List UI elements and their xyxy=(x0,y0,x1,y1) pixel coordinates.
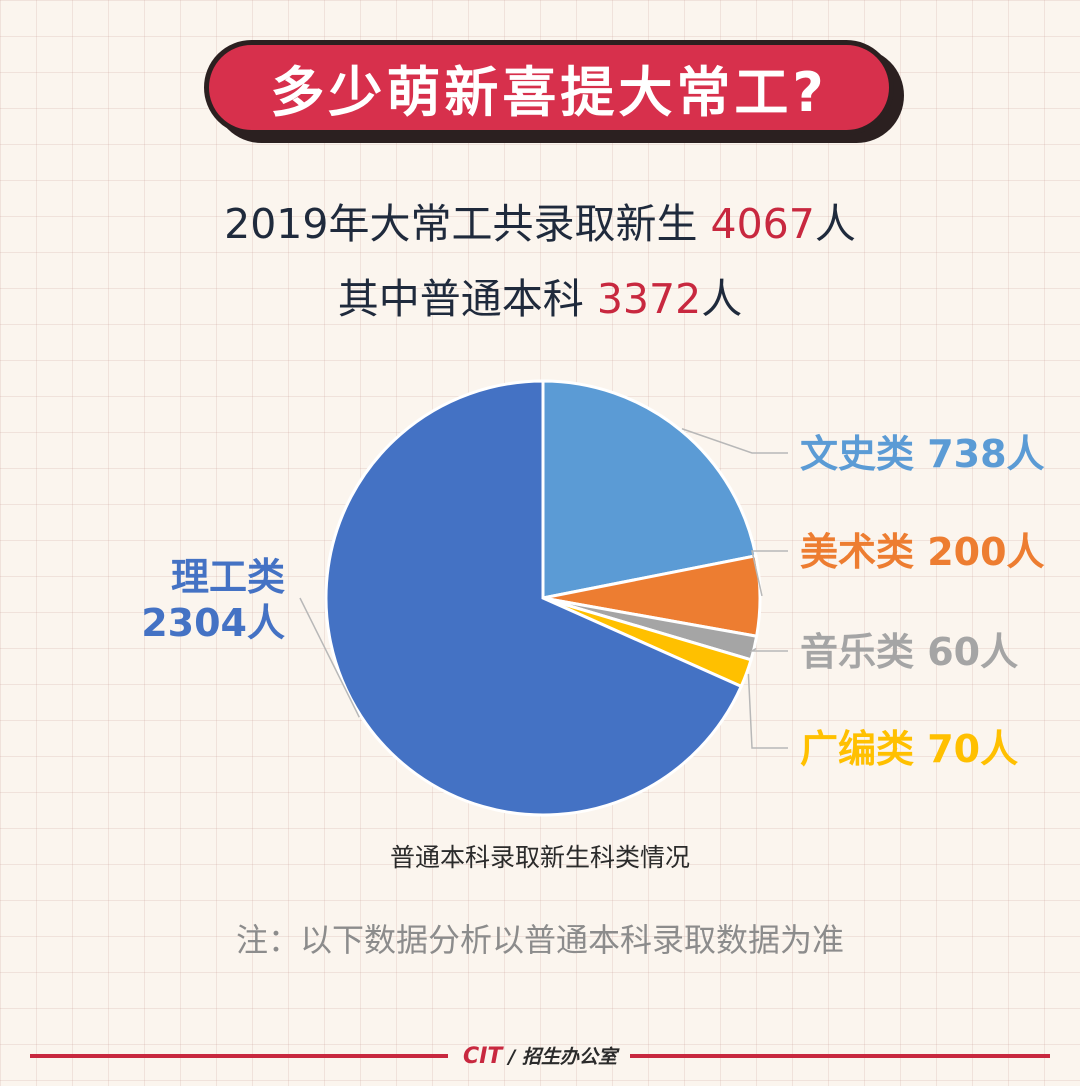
total-admissions-value: 4067 xyxy=(710,200,815,248)
slice-label-ligong-name: 理工类 xyxy=(171,555,285,599)
leader-line-meishu xyxy=(751,550,788,597)
cit-logo: CIT xyxy=(463,1044,503,1069)
total-admissions-label: 2019年大常工共录取新生 xyxy=(224,200,711,248)
undergrad-admissions-value: 3372 xyxy=(596,275,702,323)
undergrad-admissions-line: 其中普通本科 3372人 xyxy=(0,265,1080,325)
title-banner: 多少萌新喜提大常工? xyxy=(204,40,894,135)
admissions-office-label: / 招生办公室 xyxy=(508,1046,617,1068)
total-admissions-unit: 人 xyxy=(814,200,856,248)
footnote: 注：以下数据分析以普通本科录取数据为准 xyxy=(235,921,844,959)
pie-slice-wenshi xyxy=(541,379,758,600)
slice-label-meishu: 美术类 200人 xyxy=(800,530,1045,574)
slice-label-ligong-value: 2304人 xyxy=(141,601,285,645)
leader-line-wenshi xyxy=(681,428,788,454)
chart-caption: 普通本科录取新生科类情况 xyxy=(389,843,690,872)
footer-divider-left xyxy=(30,1054,448,1058)
undergrad-admissions-label: 其中普通本科 xyxy=(337,275,597,323)
slice-label-wenshi: 文史类 738人 xyxy=(800,432,1045,476)
page-title: 多少萌新喜提大常工? xyxy=(270,61,828,124)
leader-line-ligong xyxy=(299,597,360,718)
total-admissions-line: 2019年大常工共录取新生 4067人 xyxy=(0,190,1080,250)
slice-label-yinyue: 音乐类 60人 xyxy=(800,630,1018,674)
leader-line-guangbian xyxy=(747,673,788,749)
leader-line-yinyue xyxy=(749,647,788,652)
slice-label-guangbian: 广编类 70人 xyxy=(800,727,1018,771)
undergrad-admissions-unit: 人 xyxy=(701,275,743,323)
footer-divider-right xyxy=(630,1054,1050,1058)
footer-brand: CIT / 招生办公室 xyxy=(0,1042,1080,1069)
pie-slice-ligong xyxy=(324,379,744,817)
